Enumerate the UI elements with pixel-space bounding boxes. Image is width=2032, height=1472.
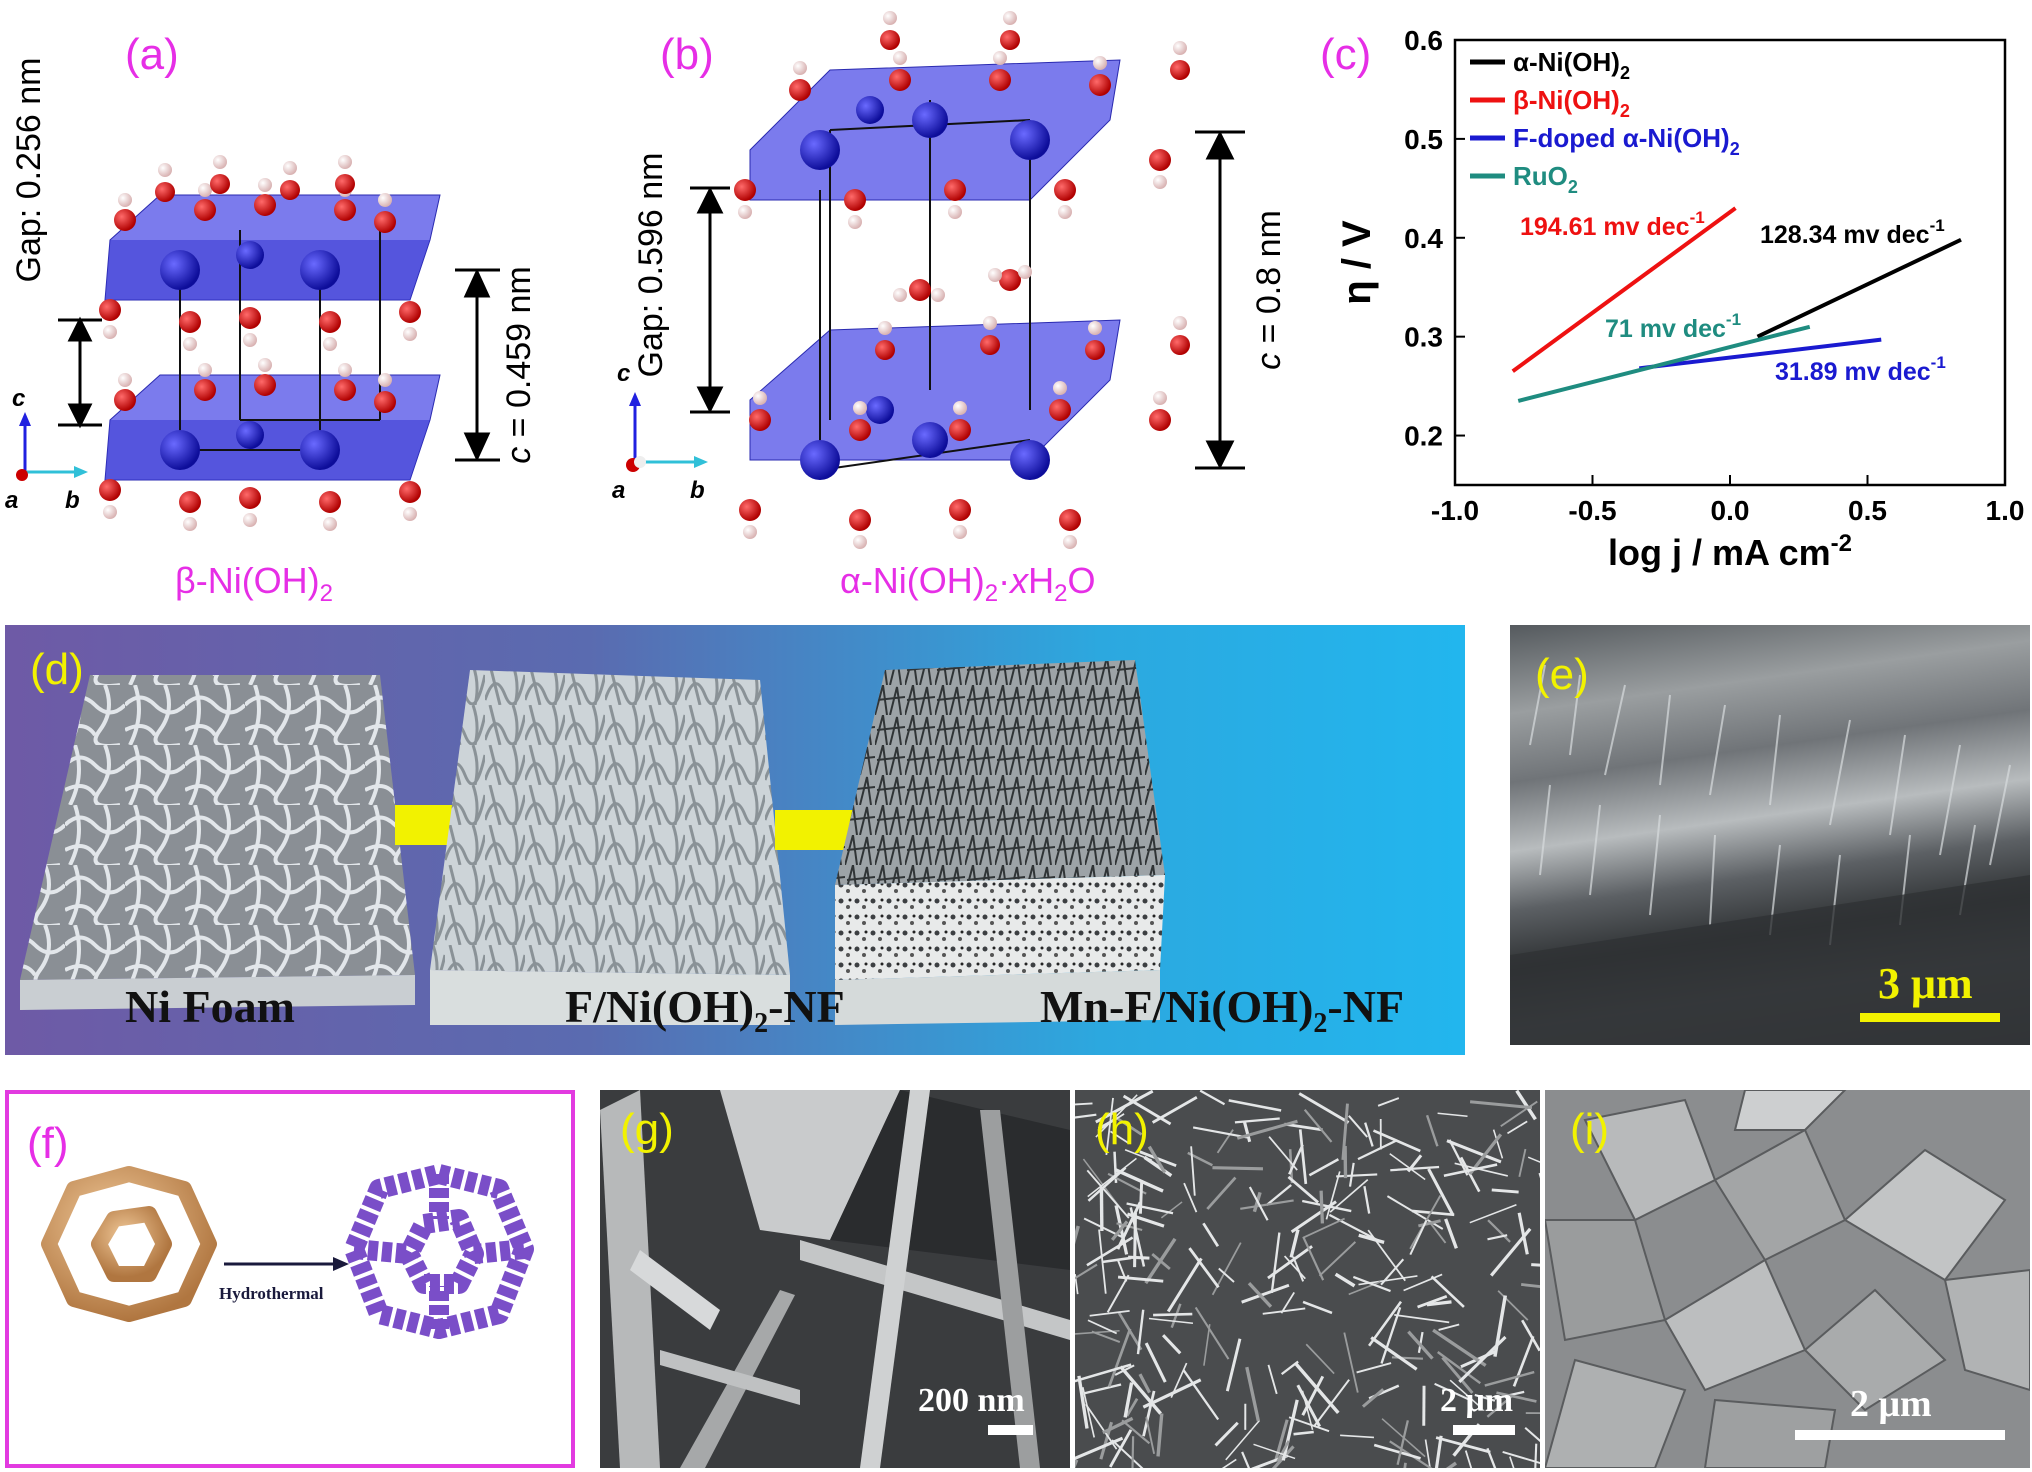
slope-annotation: 71 mv dec-1 (1605, 310, 1741, 343)
ni-foam-slab (20, 675, 415, 980)
axis-b-label: b (690, 477, 705, 504)
panel-e-label: (e) (1535, 650, 1589, 699)
mn-f-niooh2-slab (835, 660, 1165, 885)
slope-annotation: 194.61 mv dec-1 (1520, 208, 1705, 241)
hydrothermal-label: Hydrothermal (219, 1284, 324, 1303)
series-line (1511, 206, 1737, 373)
panel-i-sem-image: (i) 2 μm (1545, 1090, 2030, 1468)
y-tick-label: 0.4 (1404, 223, 1443, 254)
panel-b-label: (b) (660, 30, 714, 79)
c-axis-arrow (1195, 130, 1245, 470)
scale-bar (1453, 1425, 1515, 1435)
series-line (1639, 337, 1882, 371)
axis-a-label: a (612, 477, 626, 504)
x-tick-label: 0.0 (1711, 495, 1750, 526)
arrow-right-icon (224, 1257, 349, 1271)
axis-c-label: c (617, 360, 631, 387)
f-niooh2-slab (430, 670, 790, 975)
legend-entry: RuO2 (1513, 161, 1578, 197)
legend-entry: α-Ni(OH)2 (1513, 47, 1630, 83)
panel-h-label: (h) (1095, 1105, 1149, 1154)
scale-bar (1795, 1430, 2005, 1440)
panel-f-label: (f) (27, 1119, 69, 1168)
panel-g-sem-image: (g) 200 nm (600, 1090, 1070, 1468)
panel-d: (d) (5, 625, 1465, 1055)
hydrothermal-scheme (41, 1164, 534, 1339)
x-tick-label: -1.0 (1431, 495, 1479, 526)
c-value-label: c = 0.459 nm (500, 266, 538, 464)
scale-bar-label: 3 μm (1878, 959, 1973, 1008)
alpha-niooh2-structure (626, 11, 1245, 549)
tafel-chart: -1.0 -0.5 0.0 0.5 1.0 0.2 0.3 0.4 0.5 0.6 log j / … (1335, 25, 2025, 573)
c-axis-arrow (455, 268, 500, 462)
scale-bar-label: 2 μm (1850, 1383, 1932, 1425)
panel-a-caption: β-Ni(OH)2 (175, 560, 334, 608)
y-axis-label: η / V (1335, 220, 1379, 305)
panel-g-label: (g) (620, 1105, 674, 1154)
axis-triad (16, 412, 88, 481)
scale-bar-label: 200 nm (918, 1382, 1025, 1419)
panel-e-sem-image: (e) 3 μm (1510, 625, 2030, 1045)
axis-triad (626, 392, 708, 472)
y-tick-label: 0.2 (1404, 421, 1443, 452)
axis-b-label: b (65, 487, 80, 514)
axis-a-label: a (5, 487, 19, 514)
gap-label: Gap: 0.596 nm (632, 152, 670, 378)
precursor-cage (41, 1166, 217, 1322)
axis-c-label: c (12, 385, 26, 412)
mn-f-niooh2-label: Mn-F/Ni(OH)2-NF (1040, 981, 1405, 1040)
y-tick-label: 0.3 (1404, 322, 1443, 353)
gap-arrow (58, 316, 102, 429)
ni-foam-label: Ni Foam (125, 981, 295, 1032)
y-tick-label: 0.5 (1404, 124, 1443, 155)
series-line (1517, 324, 1811, 403)
panel-i-label: (i) (1570, 1105, 1610, 1154)
slope-annotation: 31.89 mv dec-1 (1775, 353, 1946, 386)
panel-b-caption: α-Ni(OH)2·xH2O (840, 560, 1096, 608)
x-tick-label: -0.5 (1568, 495, 1616, 526)
panel-a-label: (a) (125, 30, 179, 79)
scale-bar (988, 1425, 1033, 1435)
f-niooh2-label: F/Ni(OH)2-NF (565, 981, 845, 1040)
panel-c: (c) -1.0 -0.5 0.0 0.5 1.0 0.2 0.3 0.4 0.5 0.6 log … (1300, 0, 2032, 620)
scale-bar (1860, 1013, 2000, 1022)
synthesis-scheme (20, 660, 1165, 1025)
legend-entry: β-Ni(OH)2 (1513, 85, 1630, 121)
x-tick-label: 0.5 (1848, 495, 1887, 526)
slope-annotation: 128.34 mv dec-1 (1760, 216, 1945, 249)
panel-h-sem-image: (h) 2 μm (1075, 1090, 1540, 1468)
panel-b: (b) (600, 0, 1300, 620)
panel-c-label: (c) (1320, 30, 1372, 79)
series-line (1756, 237, 1962, 339)
gap-label: Gap: 0.256 nm (10, 57, 48, 283)
x-tick-label: 1.0 (1986, 495, 2025, 526)
product-cage (344, 1164, 534, 1339)
gap-arrow (690, 186, 730, 414)
c-value-label: c = 0.8 nm (1250, 210, 1288, 370)
scale-bar-label: 2 μm (1440, 1382, 1514, 1419)
y-tick-label: 0.6 (1404, 25, 1443, 56)
panel-d-label: (d) (30, 645, 84, 694)
x-axis-label: log j / mA cm-2 (1608, 530, 1852, 573)
legend-entry: F-doped α-Ni(OH)2 (1513, 123, 1740, 159)
panel-a: (a) (0, 0, 640, 620)
panel-f: (f) Hydrothermal (5, 1090, 575, 1468)
beta-niooh2-structure (16, 155, 500, 531)
